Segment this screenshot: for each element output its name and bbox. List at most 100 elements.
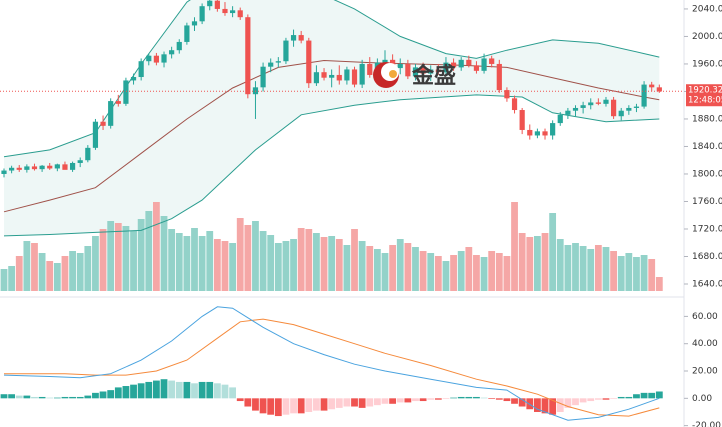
candle-body (169, 50, 175, 55)
volume-bar (229, 243, 236, 291)
y-tick-label: 2000.00 (692, 32, 722, 42)
volume-bar (267, 235, 275, 291)
macd-histogram-bar (153, 380, 160, 399)
y-tick-label: 1680.00 (692, 252, 722, 262)
candle-body (588, 102, 594, 106)
macd-histogram-bar (213, 383, 221, 399)
candle-body (321, 72, 327, 78)
candle-body (473, 65, 480, 71)
last-price-box (686, 84, 722, 107)
candle-body (123, 80, 129, 104)
volume-bar (175, 233, 183, 291)
candle-body (153, 55, 159, 63)
candle-body (565, 110, 571, 115)
volume-bar (503, 256, 511, 291)
candle-body (39, 165, 45, 170)
candle-body (534, 131, 540, 136)
volume-bar (290, 239, 297, 291)
candle-body (283, 40, 289, 62)
candle-body (435, 69, 441, 73)
volume-bar (564, 245, 572, 291)
y-tick-label: 1840.00 (692, 142, 722, 152)
watermark-logo-dot (389, 70, 397, 78)
macd-histogram-bar (8, 394, 16, 399)
volume-bar (76, 253, 84, 291)
volume-bar (213, 239, 221, 291)
candle-body (130, 77, 137, 81)
candle-body (222, 8, 228, 14)
candle-body (138, 61, 144, 78)
volume-bar (419, 251, 427, 291)
candle-body (466, 59, 472, 66)
macd-histogram-bar (488, 398, 496, 400)
macd-histogram-bar (534, 398, 541, 412)
band-fill (4, 0, 660, 236)
macd-histogram-bar (610, 398, 617, 400)
macd-histogram-bar (38, 396, 46, 399)
candle-body (191, 21, 198, 26)
candle-body (618, 110, 624, 117)
volume-bar (244, 225, 252, 291)
candle-body (313, 72, 320, 84)
volume-bar (655, 277, 663, 291)
macd-histogram-bar (229, 387, 236, 399)
volume-bar (23, 241, 31, 291)
candle-body (85, 147, 91, 161)
volume-bar (69, 251, 76, 291)
volume-bar (351, 229, 358, 291)
macd-pane (0, 306, 663, 421)
candle-body (115, 101, 121, 104)
band-middle (3, 59, 660, 213)
candle-body (214, 0, 220, 9)
volume-bar (343, 245, 351, 291)
macd-histogram-bar (206, 381, 214, 399)
macd-histogram-bar (23, 395, 31, 399)
candle-body (511, 98, 518, 111)
y-tick-label: 1960.00 (692, 59, 722, 69)
volume-bar (38, 253, 46, 291)
macd-histogram-bar (236, 398, 244, 402)
volume-bar (434, 256, 442, 291)
macd-histogram-bar (549, 398, 557, 415)
price-axis: 2040.002000.001960.001920.001880.001840.… (684, 4, 722, 427)
macd-histogram-bar (76, 396, 84, 399)
candle-body (77, 160, 83, 163)
candle-body (649, 84, 655, 88)
volume-bar (84, 246, 92, 291)
macd-histogram-bar (373, 398, 381, 406)
volume-bar (92, 236, 99, 291)
candle-body (572, 107, 579, 111)
macd-histogram-bar (313, 398, 320, 411)
volume-bar (442, 261, 450, 291)
candle-body (382, 59, 388, 63)
macd-histogram-bar (183, 381, 191, 399)
candle-body (245, 17, 251, 95)
y-tick-label: 1800.00 (692, 169, 722, 179)
volume-bar (404, 243, 412, 291)
volume-bar (412, 247, 419, 291)
candle-body (496, 63, 502, 91)
candle-body (336, 74, 342, 81)
volume-bar (137, 219, 145, 291)
macd-histogram-bar (160, 379, 168, 399)
candle-body (428, 69, 434, 74)
volume-bar (153, 202, 160, 291)
volume-bar (488, 251, 496, 291)
candle-body (351, 69, 358, 85)
candle-body (641, 84, 647, 107)
macd-histogram-bar (191, 383, 198, 399)
volume-bar (198, 236, 206, 291)
volume-bar (8, 266, 16, 291)
macd-histogram-bar (69, 396, 76, 399)
candle-body (100, 121, 106, 126)
y-tick-label: -20.00 (692, 421, 721, 427)
volume-bar (145, 211, 153, 291)
macd-histogram-bar (122, 386, 130, 399)
volume-bar (366, 246, 374, 291)
macd-histogram-bar (92, 392, 99, 399)
macd-histogram-bar (434, 398, 442, 400)
y-tick-label: 60.00 (692, 312, 718, 322)
candle-body (184, 25, 190, 42)
candle-body (557, 114, 563, 124)
candle-body (458, 59, 464, 68)
